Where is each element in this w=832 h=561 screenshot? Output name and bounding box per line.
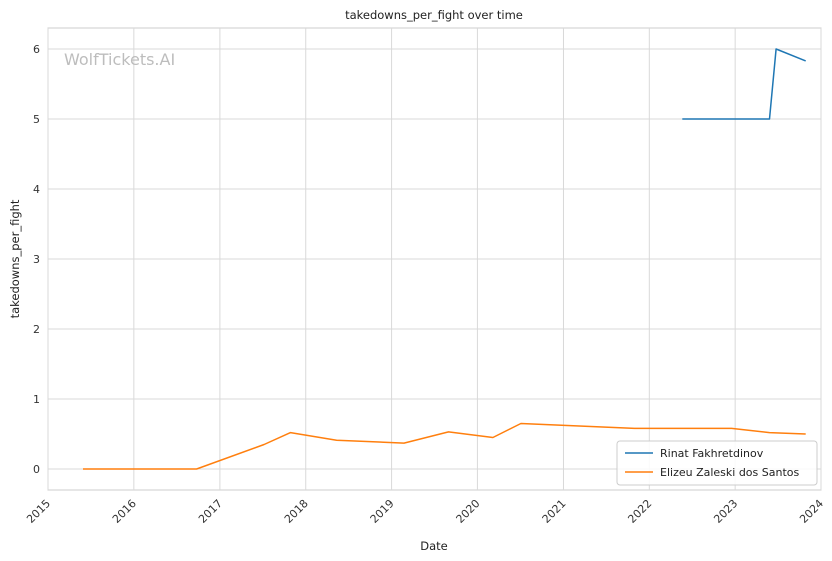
series-line-0 — [682, 48, 806, 120]
y-tick-label: 6 — [33, 43, 40, 56]
series-lines — [83, 48, 806, 470]
legend-box — [616, 440, 818, 486]
x-tick-label: 2015 — [24, 497, 53, 526]
x-tick-label: 2019 — [368, 497, 397, 526]
x-tick-label: 2024 — [797, 497, 826, 526]
watermark-text: WolfTickets.AI — [64, 50, 175, 69]
x-tick-label: 2020 — [454, 497, 483, 526]
x-tick-label: 2016 — [110, 497, 139, 526]
y-tick-label: 3 — [33, 253, 40, 266]
y-tick-labels: 0 1 2 3 4 5 6 — [33, 43, 40, 476]
y-tick-label: 4 — [33, 183, 40, 196]
y-tick-label: 5 — [33, 113, 40, 126]
legend-label-elizeu: Elizeu Zaleski dos Santos — [660, 466, 800, 479]
y-axis-label: takedowns_per_fight — [8, 199, 22, 318]
y-tick-label: 0 — [33, 463, 40, 476]
x-tick-label: 2023 — [711, 497, 740, 526]
series-line-1 — [83, 422, 806, 470]
x-tick-label: 2017 — [196, 497, 225, 526]
legend-label-rinat: Rinat Fakhretdinov — [660, 447, 764, 460]
chart-title: takedowns_per_fight over time — [345, 8, 523, 22]
x-tick-label: 2021 — [540, 497, 569, 526]
legend: Rinat Fakhretdinov Elizeu Zaleski dos Sa… — [616, 440, 818, 486]
x-tick-label: 2022 — [625, 497, 654, 526]
y-tick-label: 2 — [33, 323, 40, 336]
x-tick-label: 2018 — [282, 497, 311, 526]
x-tick-labels: 2015 2016 2017 2018 2019 2020 2021 2022 2023 2024 — [24, 497, 826, 526]
x-axis-label: Date — [420, 539, 448, 553]
y-tick-label: 1 — [33, 393, 40, 406]
